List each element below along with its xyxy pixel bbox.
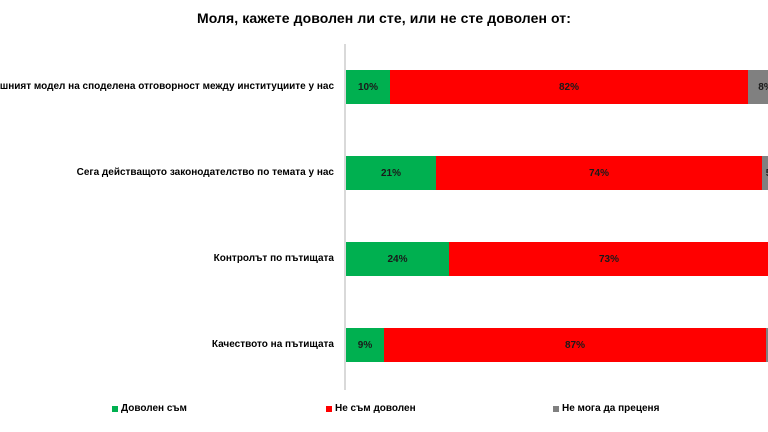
legend-label: Не мога да преценя	[562, 403, 660, 414]
stacked-bar: 9% 87%	[346, 328, 768, 362]
bar-row: Качеството на пътищата 9% 87%	[0, 328, 768, 362]
bar-row: Сега действащото законодателство по тема…	[0, 156, 768, 190]
category-axis-line	[344, 44, 346, 390]
stacked-bar: 10% 82% 8%	[346, 70, 768, 104]
segment-not-satisfied: 73%	[449, 242, 768, 276]
chart-legend: Доволен съм Не съм доволен Не мога да пр…	[0, 403, 768, 417]
stacked-bar: 24% 73%	[346, 242, 768, 276]
legend-item-not-satisfied: Не съм доволен	[326, 403, 416, 414]
segment-satisfied: 9%	[346, 328, 384, 362]
segment-satisfied: 24%	[346, 242, 449, 276]
bar-row: шният модел на споделена отговорност меж…	[0, 70, 768, 104]
chart-title: Моля, кажете доволен ли сте, или не сте …	[196, 10, 572, 26]
legend-item-satisfied: Доволен съм	[112, 403, 187, 414]
segment-cannot-judge: 5%	[762, 156, 768, 190]
legend-label: Не съм доволен	[335, 403, 416, 414]
segment-not-satisfied: 82%	[390, 70, 748, 104]
segment-not-satisfied: 87%	[384, 328, 766, 362]
segment-satisfied: 10%	[346, 70, 390, 104]
segment-not-satisfied: 74%	[436, 156, 762, 190]
category-label: Контролът по пътищата	[213, 253, 334, 264]
category-label: Сега действащото законодателство по тема…	[76, 167, 334, 178]
legend-swatch-grey-icon	[553, 405, 559, 412]
segment-cannot-judge	[766, 328, 768, 362]
category-label: шният модел на споделена отговорност меж…	[0, 81, 334, 92]
legend-item-cannot-judge: Не мога да преценя	[553, 403, 659, 414]
segment-cannot-judge: 8%	[748, 70, 768, 104]
category-label: Качеството на пътищата	[211, 339, 334, 350]
legend-swatch-green-icon	[112, 405, 118, 412]
legend-label: Доволен съм	[121, 403, 187, 414]
stacked-bar: 21% 74% 5%	[346, 156, 768, 190]
segment-satisfied: 21%	[346, 156, 436, 190]
legend-swatch-red-icon	[326, 405, 332, 412]
bar-row: Контролът по пътищата 24% 73%	[0, 242, 768, 276]
